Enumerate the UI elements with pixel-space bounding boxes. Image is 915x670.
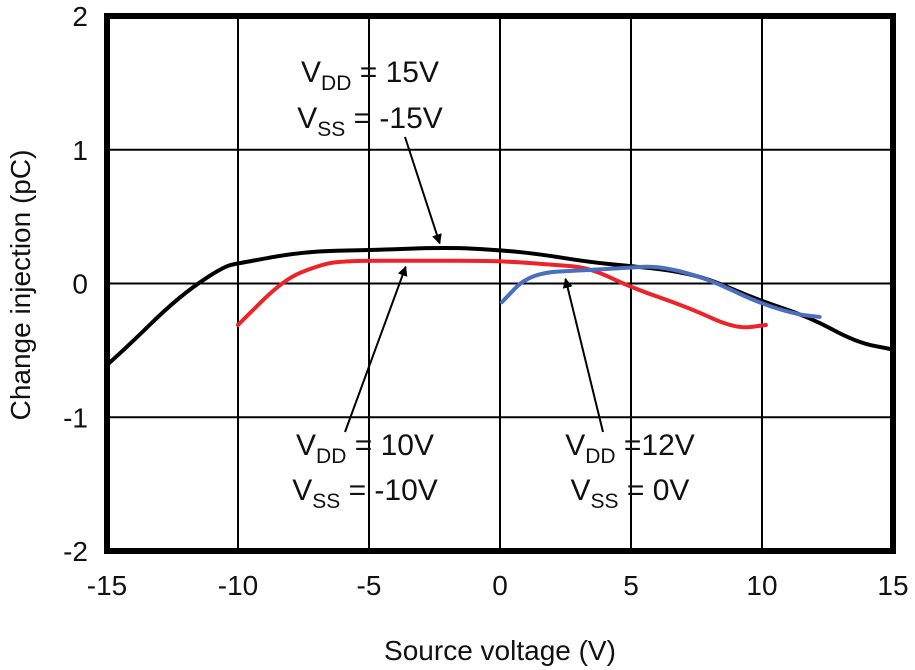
x-tick-label: -15 <box>87 570 127 601</box>
x-axis-label: Source voltage (V) <box>384 635 616 666</box>
plot-frame <box>104 13 896 554</box>
annotation-arrow-0 <box>404 136 442 245</box>
y-tick-label: -2 <box>63 536 88 567</box>
x-tick-label: 0 <box>492 570 508 601</box>
annotation-0-line2: VSS = -15V <box>297 102 443 141</box>
annotation-arrow-1 <box>344 265 408 433</box>
annotation-1-line1: VDD = 10V <box>296 429 434 468</box>
y-tick-label: 1 <box>72 135 88 166</box>
annotations: VDD = 15V VSS = -15V VDD = 10V VSS = -10V VD… <box>292 56 695 513</box>
grid <box>106 15 894 552</box>
annotation-2-line1: VDD =12V <box>565 429 695 468</box>
x-tick-label: 10 <box>746 570 777 601</box>
series-line-2 <box>499 264 822 319</box>
series-group <box>105 246 893 368</box>
x-tick-label: -5 <box>357 570 382 601</box>
x-tick-label: 15 <box>877 570 908 601</box>
x-tick-label: -10 <box>218 570 258 601</box>
y-axis-label: Change injection (pC) <box>5 150 36 421</box>
annotation-0-line1: VDD = 15V <box>301 56 439 95</box>
y-tick-label: 2 <box>72 1 88 32</box>
y-tick-label: 0 <box>72 269 88 300</box>
annotation-2-line2: VSS = 0V <box>571 474 690 513</box>
annotation-1-line2: VSS = -10V <box>292 474 438 513</box>
series-line-1 <box>236 258 768 330</box>
y-tick-label: -1 <box>63 402 88 433</box>
x-tick-label: 5 <box>623 570 639 601</box>
annotation-arrow-2 <box>562 277 604 433</box>
